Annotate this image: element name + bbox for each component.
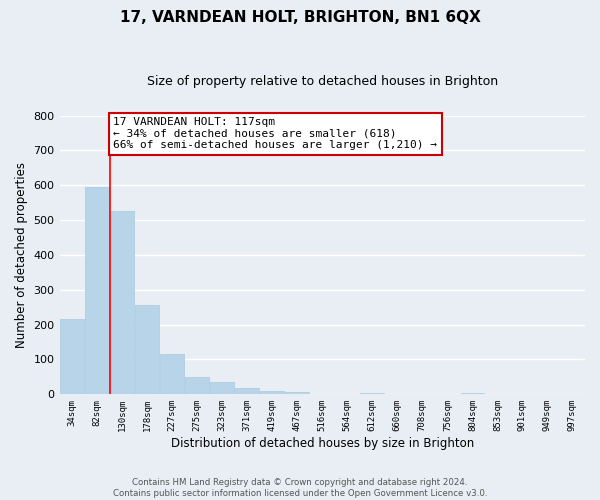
- Bar: [461, 393, 484, 394]
- Text: 17, VARNDEAN HOLT, BRIGHTON, BN1 6QX: 17, VARNDEAN HOLT, BRIGHTON, BN1 6QX: [119, 10, 481, 25]
- Bar: [60, 320, 84, 394]
- Bar: [85, 186, 109, 394]
- Text: 17 VARNDEAN HOLT: 117sqm
← 34% of detached houses are smaller (618)
66% of semi-: 17 VARNDEAN HOLT: 117sqm ← 34% of detach…: [113, 118, 437, 150]
- Bar: [110, 212, 134, 394]
- Bar: [235, 388, 259, 394]
- Bar: [286, 392, 309, 394]
- Bar: [135, 306, 159, 394]
- Y-axis label: Number of detached properties: Number of detached properties: [15, 162, 28, 348]
- Text: Contains HM Land Registry data © Crown copyright and database right 2024.
Contai: Contains HM Land Registry data © Crown c…: [113, 478, 487, 498]
- Bar: [210, 382, 234, 394]
- Bar: [185, 377, 209, 394]
- Bar: [361, 392, 384, 394]
- Title: Size of property relative to detached houses in Brighton: Size of property relative to detached ho…: [147, 75, 498, 88]
- Bar: [160, 354, 184, 395]
- Bar: [260, 391, 284, 394]
- X-axis label: Distribution of detached houses by size in Brighton: Distribution of detached houses by size …: [170, 437, 474, 450]
